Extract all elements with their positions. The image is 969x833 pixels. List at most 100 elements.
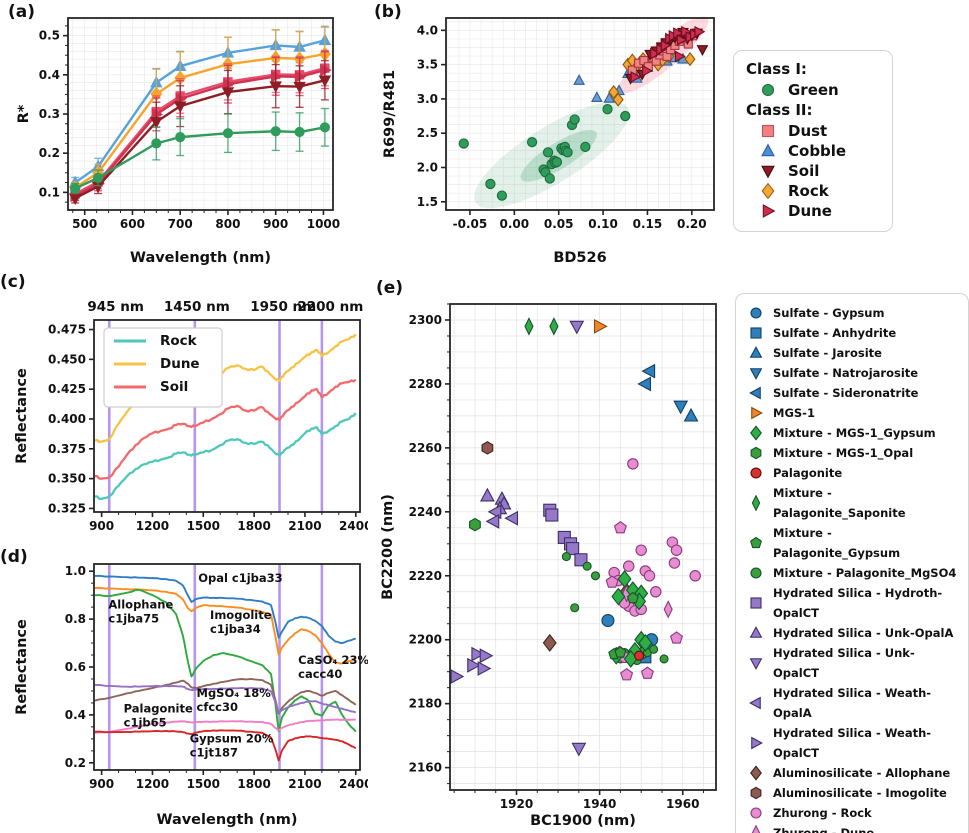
legend-label: Mixture - MGS-1_Opal	[773, 446, 914, 460]
legend-item-mixture-palagonite-mgso4: Mixture - Palagonite_MgSO4	[746, 563, 960, 583]
svg-text:0.4: 0.4	[39, 68, 60, 82]
legend-label: Zhurong - Rock	[773, 806, 872, 820]
chart-b-canvas: -0.05 0.00 0.05 0.10 0.15 0.20 1.5 2.0 2.5 3.0 3.5…	[382, 16, 715, 266]
legend-item-cobble: Cobble	[746, 141, 882, 161]
svg-text:R699/R481: R699/R481	[382, 70, 398, 158]
legend-marker-icon	[750, 765, 762, 781]
legend-item-hydrated-silica-weath-opala: Hydrated Silica - Weath-OpalA	[746, 683, 960, 723]
legend-marker-icon	[751, 736, 763, 750]
legend-item-rock: Rock	[746, 181, 882, 201]
legend-section-title: Class II:	[746, 101, 813, 119]
svg-text:1920: 1920	[500, 797, 533, 811]
legend-marker-icon	[761, 143, 775, 157]
svg-text:1200: 1200	[136, 519, 169, 533]
legend-marker-icon	[749, 626, 763, 638]
panel-label-c: (c)	[0, 272, 26, 292]
svg-text:0.325: 0.325	[48, 501, 86, 515]
svg-text:500: 500	[72, 217, 97, 231]
legend-item-hydrated-silica-unk-opalct: Hydrated Silica - Unk-OpalCT	[746, 643, 960, 683]
svg-text:0.20: 0.20	[677, 217, 707, 231]
svg-text:2200: 2200	[409, 633, 442, 647]
svg-text:Palagonite: Palagonite	[124, 702, 193, 716]
legend-item-sulfate-sideronatrite: Sulfate - Sideronatrite	[746, 383, 960, 403]
svg-text:c1jb65: c1jb65	[124, 716, 167, 730]
legend-item-mixture-mgs-1-opal: Mixture - MGS-1_Opal	[746, 443, 960, 463]
legend-item-sulfate-gypsum: Sulfate - Gypsum	[746, 303, 960, 323]
legend-label: Zhurong - Dune	[773, 826, 875, 833]
legend-label: Green	[788, 81, 839, 99]
svg-text:900: 900	[89, 777, 114, 791]
svg-text:0.3: 0.3	[39, 107, 60, 121]
svg-text:Allophane: Allophane	[108, 597, 173, 611]
svg-text:2220: 2220	[409, 569, 442, 583]
legend-item-hydrated-silica-unk-opala: Hydrated Silica - Unk-OpalA	[746, 623, 960, 643]
svg-text:0.5: 0.5	[39, 29, 60, 43]
svg-text:2300: 2300	[409, 313, 442, 327]
legend-marker-icon	[750, 425, 762, 441]
legend-label: Hydrated Silica - Hydroth-OpalCT	[773, 586, 943, 620]
legend-item-sulfate-anhydrite: Sulfate - Anhydrite	[746, 323, 960, 343]
panel-label-b: (b)	[374, 2, 402, 22]
svg-text:2.5: 2.5	[417, 126, 438, 140]
legend-marker-icon	[751, 495, 761, 511]
legend-item-palagonite: Palagonite	[746, 463, 960, 483]
panel-label-a: (a)	[8, 2, 36, 22]
legend-marker-icon	[761, 165, 775, 179]
legend-label: Aluminosilicate - Allophane	[773, 766, 951, 780]
legend-marker-icon	[750, 597, 762, 609]
legend-label: Mixture - MGS-1_Gypsum	[773, 426, 936, 440]
panel-label-e: (e)	[376, 278, 404, 298]
svg-text:Gypsum 20%: Gypsum 20%	[190, 731, 274, 745]
legend-marker-icon	[749, 658, 763, 670]
svg-text:2240: 2240	[409, 505, 442, 519]
svg-text:900: 900	[263, 217, 288, 231]
svg-text:1000: 1000	[307, 217, 340, 231]
legend-marker-icon	[750, 807, 762, 819]
legend-item-mixture-palagonite-saponite: Mixture - Palagonite_Saponite	[746, 483, 960, 523]
legend-item-dust: Dust	[746, 121, 882, 141]
chart-e-canvas: 1920 1940 1960 2160 2180 2200 2220 2240 2260 2280…	[380, 303, 717, 829]
legend-label: Sulfate - Jarosite	[773, 346, 882, 360]
legend-section-title: Class I:	[746, 60, 807, 78]
svg-text:0.400: 0.400	[48, 412, 86, 426]
panel-e-band-center-chart: 1920 1940 1960 2160 2180 2200 2220 2240 2260 2280…	[374, 288, 726, 833]
svg-text:0.425: 0.425	[48, 382, 86, 396]
svg-text:0.8: 0.8	[65, 612, 86, 626]
svg-text:1950 nm: 1950 nm	[250, 299, 316, 315]
legend-label: Rock	[788, 182, 829, 200]
svg-text:0.00: 0.00	[500, 217, 530, 231]
panel-a-reflectance-chart: 500 600 700 800 900 1000 0.1 0.2 0.3 0.4 0.5 Wavele…	[6, 6, 341, 272]
legend-item-aluminosilicate-allophane: Aluminosilicate - Allophane	[746, 763, 960, 783]
legend-label: Soil	[788, 162, 820, 180]
legend-marker-icon	[749, 346, 763, 358]
svg-text:Opal c1jba33: Opal c1jba33	[198, 571, 282, 585]
svg-text:-0.05: -0.05	[453, 217, 488, 231]
svg-text:1.5: 1.5	[417, 195, 438, 209]
legend-label: Hydrated Silica - Weath-OpalA	[773, 686, 932, 720]
svg-text:CaSO₄ 23%: CaSO₄ 23%	[298, 653, 368, 667]
legend-item-hydrated-silica-weath-opalct: Hydrated Silica - Weath-OpalCT	[746, 723, 960, 763]
svg-text:1.0: 1.0	[65, 564, 86, 578]
chart-a-canvas: 500 600 700 800 900 1000 0.1 0.2 0.3 0.4 0.5 Wavele…	[16, 17, 340, 266]
svg-text:900: 900	[89, 519, 114, 533]
legend-label: Mixture - Palagonite_MgSO4	[773, 566, 957, 580]
legend-item-zhurong-dune: Zhurong - Dune	[746, 823, 960, 833]
svg-text:BD526: BD526	[553, 250, 606, 266]
legend-label: Dune	[788, 202, 832, 220]
legend-item-mgs-1: MGS-1	[746, 403, 960, 423]
panel-b-scatter-chart: -0.05 0.00 0.05 0.10 0.15 0.20 1.5 2.0 2.5 3.0 3.5…	[372, 6, 720, 272]
svg-text:MgSO₄ 18%: MgSO₄ 18%	[197, 686, 272, 700]
svg-text:4.0: 4.0	[417, 23, 438, 37]
legend-marker-icon	[749, 386, 761, 400]
svg-text:1940: 1940	[583, 797, 616, 811]
svg-text:1500: 1500	[187, 519, 220, 533]
legend-marker-icon	[751, 406, 763, 420]
svg-text:1200: 1200	[136, 777, 169, 791]
legend-marker-icon	[761, 183, 775, 199]
legend-label: Cobble	[788, 142, 847, 160]
svg-text:Wavelength (nm): Wavelength (nm)	[156, 812, 297, 828]
svg-text:0.2: 0.2	[39, 146, 60, 160]
svg-text:0.2: 0.2	[65, 756, 86, 770]
